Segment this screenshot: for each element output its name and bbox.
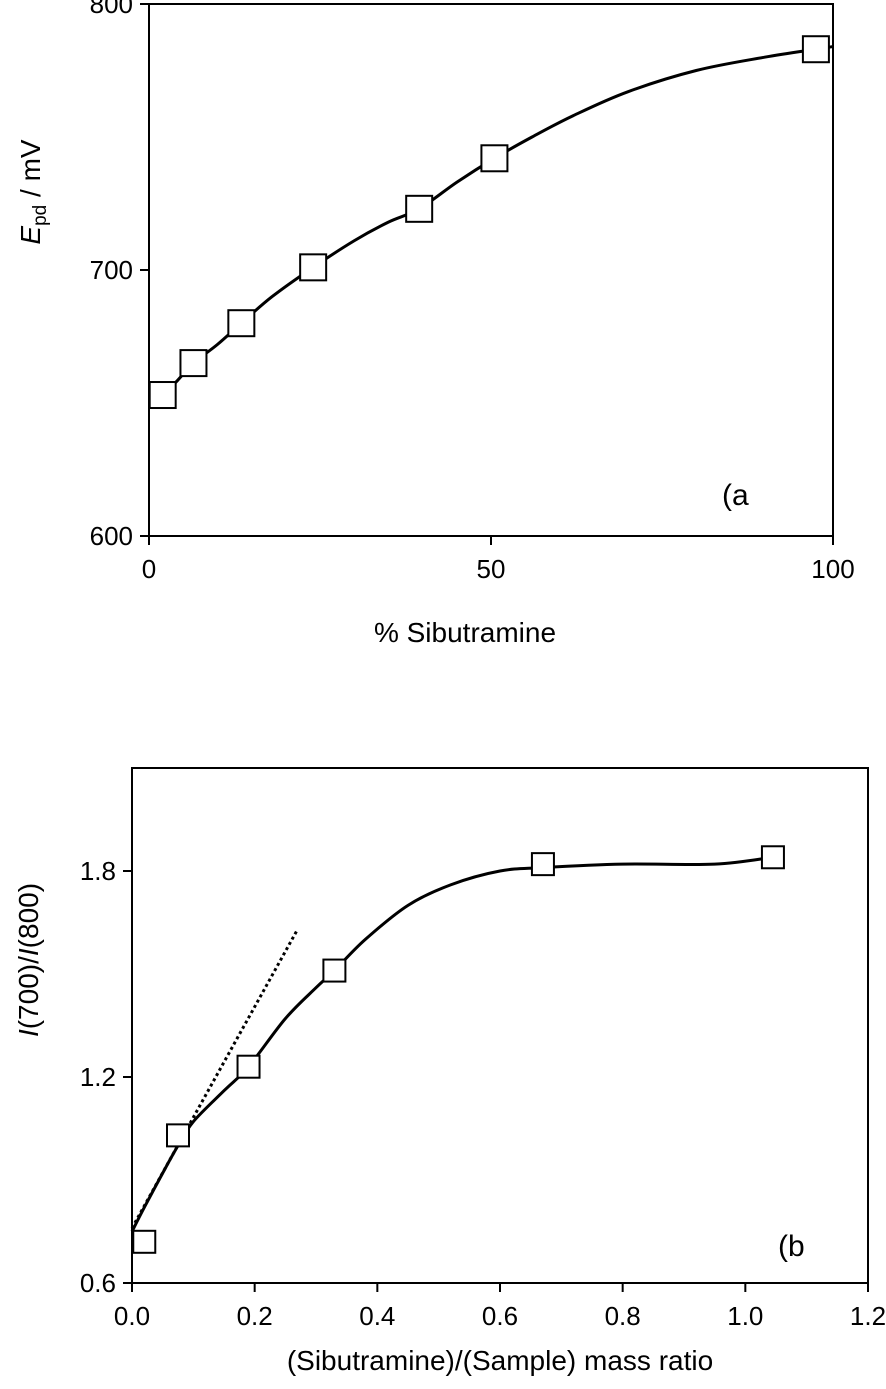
- x-tick-label: 0.6: [482, 1301, 518, 1331]
- panel-a-markers: [148, 35, 830, 410]
- data-point-marker: [132, 1229, 157, 1254]
- data-point-marker: [480, 144, 509, 173]
- data-point-marker: [405, 194, 434, 223]
- panel-b-y-label-end: (800): [13, 883, 44, 948]
- y-tick-label: 1.8: [80, 856, 116, 886]
- panel-a-plot-frame: [148, 3, 834, 537]
- data-point-marker: [530, 852, 555, 877]
- y-tick-label: 600: [90, 521, 133, 551]
- data-point-marker: [299, 253, 328, 282]
- y-tick-label: 1.2: [80, 1062, 116, 1092]
- y-tick-label: 0.6: [80, 1268, 116, 1298]
- data-point-marker: [236, 1054, 261, 1079]
- x-tick-label: 100: [811, 554, 854, 584]
- panel-b-ticks: [123, 870, 869, 1292]
- panel-b: 0.0 0.2 0.4 0.6 0.8 1.0 1.2 0.6 1.2 1.8 (b (Sibut…: [13, 767, 886, 1376]
- panel-a-x-axis-label: % Sibutramine: [374, 617, 556, 648]
- panel-b-x-axis-label: (Sibutramine)/(Sample) mass ratio: [287, 1345, 713, 1376]
- data-point-marker: [179, 349, 208, 378]
- y-tick-label: 700: [90, 255, 133, 285]
- panel-b-markers: [132, 845, 785, 1254]
- x-tick-label: 0.4: [359, 1301, 395, 1331]
- x-tick-label: 50: [477, 554, 506, 584]
- panel-b-y-label-i2: I: [13, 948, 44, 956]
- x-tick-label: 0.2: [237, 1301, 273, 1331]
- data-point-marker: [801, 35, 830, 64]
- panel-b-fit-curve: [130, 855, 774, 1233]
- panel-a-y-label-symbol: E: [15, 226, 46, 245]
- data-point-marker: [166, 1123, 190, 1148]
- data-point-marker: [760, 845, 785, 870]
- panel-a: 0 50 100 600 700 800 (a % Sibutramine Epd / m…: [15, 0, 855, 648]
- panel-a-y-label-unit: / mV: [15, 139, 46, 205]
- panel-a-y-axis-label: Epd / mV: [15, 139, 51, 244]
- panel-b-tick-labels: 0.0 0.2 0.4 0.6 0.8 1.0 1.2 0.6 1.2 1.8: [80, 856, 886, 1331]
- y-tick-label: 800: [90, 0, 133, 19]
- panel-b-y-axis-label: I(700)/I(800): [13, 883, 44, 1037]
- panel-b-plot-frame: [131, 767, 869, 1284]
- panel-a-y-label-subscript: pd: [30, 205, 51, 226]
- data-point-marker: [227, 309, 256, 338]
- panel-b-y-label-i1: I: [13, 1029, 44, 1037]
- panel-b-label: (b: [778, 1230, 805, 1263]
- panel-a-fit-curve: [148, 45, 834, 405]
- x-tick-label: 1.2: [850, 1301, 886, 1331]
- x-tick-label: 0.8: [605, 1301, 641, 1331]
- x-tick-label: 0.0: [114, 1301, 150, 1331]
- panel-a-ticks: [140, 3, 834, 545]
- data-point-marker: [148, 381, 177, 410]
- data-point-marker: [322, 958, 347, 983]
- panel-a-label: (a: [722, 479, 749, 512]
- x-tick-label: 0: [142, 554, 156, 584]
- x-tick-label: 1.0: [727, 1301, 763, 1331]
- panel-b-y-label-mid: (700)/: [13, 956, 44, 1029]
- panel-a-tick-labels: 0 50 100 600 700 800: [90, 0, 855, 584]
